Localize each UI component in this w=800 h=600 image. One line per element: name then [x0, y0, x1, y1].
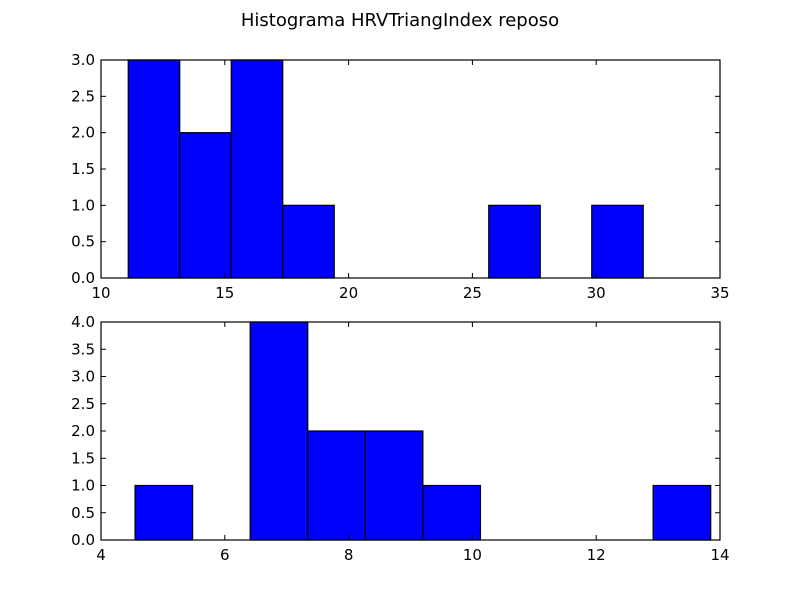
x-tick-label: 30 [587, 284, 606, 302]
y-tick-label: 1.5 [71, 160, 95, 178]
x-tick-label: 6 [220, 546, 230, 564]
histogram-bar [364, 430, 424, 541]
histogram-bar [179, 132, 232, 279]
histogram-bar [134, 484, 194, 541]
x-tick-label: 4 [96, 546, 106, 564]
y-tick-label: 2.0 [71, 124, 95, 142]
y-tick-label: 0.5 [71, 504, 95, 522]
histogram-bar [422, 484, 482, 541]
histogram-bar [652, 484, 712, 541]
histogram-bar [230, 59, 284, 279]
figure-title: Histograma HRVTriangIndex reposo [240, 10, 560, 31]
x-tick-label: 25 [463, 284, 482, 302]
histogram-bar [307, 430, 366, 541]
y-tick-label: 3.0 [71, 51, 95, 69]
x-tick-label: 12 [587, 546, 606, 564]
y-tick-label: 1.0 [71, 196, 95, 214]
y-tick-label: 2.5 [71, 87, 95, 105]
y-tick-label: 1.5 [71, 449, 95, 467]
x-tick-label: 10 [91, 284, 110, 302]
x-tick-label: 10 [463, 546, 482, 564]
y-tick-label: 0.0 [71, 269, 95, 287]
y-tick-label: 4.0 [71, 313, 95, 331]
y-tick-label: 2.5 [71, 395, 95, 413]
histogram-bar [249, 321, 309, 541]
y-tick-label: 3.5 [71, 340, 95, 358]
x-tick-label: 35 [710, 284, 729, 302]
histogram-panel-2: 4 6 8 10 12 14 0.0 0.5 1.0 1.5 2.0 2.5 3.0 3.5 4.0 [71, 313, 729, 564]
y-tick-label: 1.0 [71, 477, 95, 495]
y-tick-label: 0.5 [71, 233, 95, 251]
x-tick-label: 8 [344, 546, 354, 564]
histogram-panel-1: 10 15 20 25 30 35 0.0 0.5 1.0 1.5 2.0 2.5 3.0 [71, 51, 729, 302]
axes-frame [100, 59, 721, 279]
y-tick-label: 3.0 [71, 368, 95, 386]
x-tick-label: 14 [710, 546, 729, 564]
y-tick-label: 2.0 [71, 422, 95, 440]
axes-frame [100, 321, 721, 541]
x-tick-label: 15 [215, 284, 234, 302]
x-tick-label: 20 [339, 284, 358, 302]
y-tick-label: 0.0 [71, 531, 95, 549]
histogram-bar [591, 204, 644, 279]
histogram-bar [282, 204, 335, 279]
histogram-bar [127, 59, 181, 279]
histogram-bar [488, 204, 541, 279]
